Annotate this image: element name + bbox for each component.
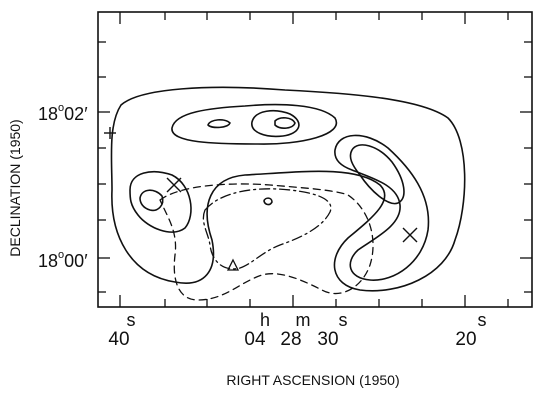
- contour-west-inner: [139, 189, 164, 212]
- x-tick-label-30: 30: [317, 329, 338, 350]
- contour-east-arc: [334, 134, 430, 281]
- cross-marker-left: [104, 127, 116, 139]
- x-unit-m: m: [296, 310, 311, 330]
- contour-east-inner: [349, 144, 405, 205]
- contour-west-blob: [129, 171, 192, 233]
- contour-dashdot: [202, 188, 332, 270]
- contour-peak-a: [207, 119, 231, 129]
- y-axis-ticks: [98, 41, 532, 293]
- x-unit-h: h: [260, 310, 270, 330]
- cross-marker-east: [402, 227, 418, 243]
- y-tick-label-18-00: 18o00′: [38, 249, 88, 271]
- contour-small-peak: [263, 197, 273, 206]
- triangle-marker: [226, 258, 240, 271]
- plot-frame: [97, 11, 533, 308]
- contour-outer: [110, 86, 466, 292]
- contour-upper-ring: [171, 103, 338, 145]
- x-tick-label-04: 04: [244, 329, 266, 350]
- x-unit-s-20: s: [478, 310, 487, 330]
- x-axis-ticks: [119, 12, 509, 307]
- contour-peak-b-inner: [274, 117, 296, 129]
- cross-marker-west: [166, 177, 182, 193]
- x-tick-label-28: 28: [280, 329, 301, 350]
- x-unit-s-30: s: [339, 310, 348, 330]
- x-unit-s-40: s: [127, 310, 136, 330]
- contour-peak-b: [251, 109, 300, 138]
- contour-dashed: [159, 183, 374, 301]
- x-axis-title: RIGHT ASCENSION (1950): [226, 372, 399, 388]
- x-tick-label-20: 20: [455, 329, 476, 350]
- y-axis-title: DECLINATION (1950): [7, 119, 23, 256]
- x-tick-label-40: 40: [108, 329, 129, 350]
- y-tick-label-18-02: 18o02′: [38, 102, 88, 124]
